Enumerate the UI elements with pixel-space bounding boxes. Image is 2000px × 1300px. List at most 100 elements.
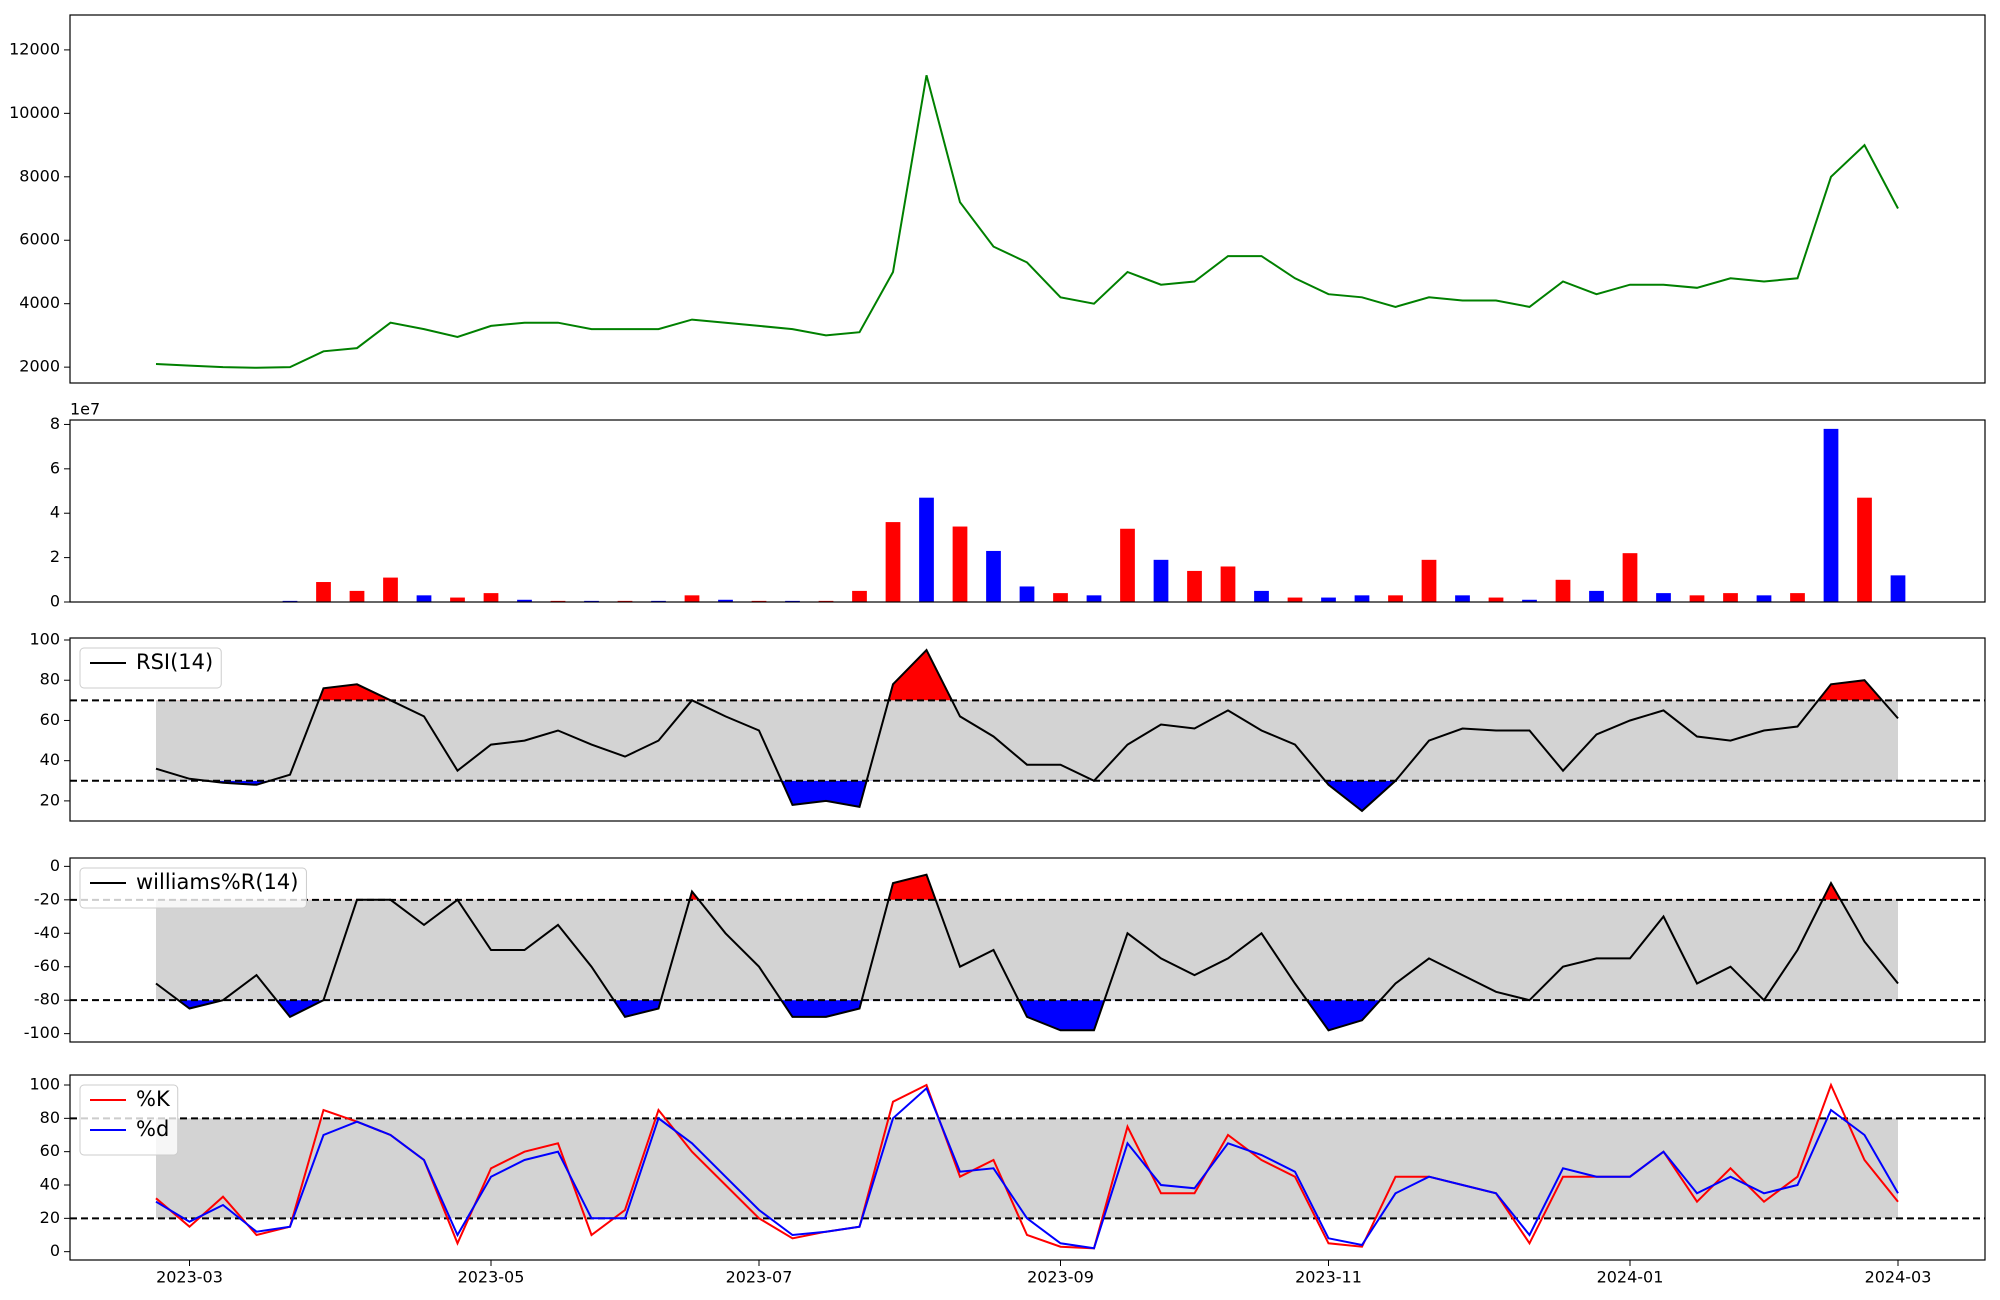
volume-bar xyxy=(383,577,398,602)
y-tick-label: 0 xyxy=(50,856,60,875)
volume-bar xyxy=(483,593,499,602)
volume-bar xyxy=(919,497,934,602)
y-tick-label: 10000 xyxy=(9,103,60,122)
volume-bar xyxy=(1823,428,1839,602)
volume-bar xyxy=(1723,593,1738,602)
y-tick-label: 60 xyxy=(40,710,60,729)
threshold-band xyxy=(156,700,1898,781)
y-tick-label: 100 xyxy=(29,630,60,649)
legend-box xyxy=(79,1084,179,1156)
legend-label: williams%R(14) xyxy=(136,870,298,894)
threshold-band xyxy=(156,899,1898,1001)
volume-bar xyxy=(517,599,532,602)
volume-bar xyxy=(1689,595,1705,602)
volume-bar xyxy=(1488,597,1504,602)
y-tick-label: 6000 xyxy=(19,230,60,249)
panel xyxy=(70,1082,1985,1250)
volume-bar xyxy=(1522,599,1537,602)
y-tick-label: 8000 xyxy=(19,166,60,185)
volume-bar xyxy=(986,550,1001,602)
volume-bar xyxy=(718,599,733,602)
legend: %K %d xyxy=(79,1084,179,1156)
volume-bar xyxy=(1555,579,1571,602)
x-tick-label: 2023-07 xyxy=(726,1268,793,1287)
axes-frame xyxy=(69,857,1986,1043)
x-tick-label: 2024-03 xyxy=(1865,1268,1932,1287)
panel xyxy=(282,428,1906,602)
volume-bar xyxy=(316,582,331,602)
y-tick-label: 20 xyxy=(40,790,60,809)
volume-bar xyxy=(1153,559,1169,602)
volume-bar xyxy=(1421,559,1437,602)
volume-bar xyxy=(684,595,700,602)
volume-bar xyxy=(1120,528,1135,602)
x-tick-label: 2023-05 xyxy=(458,1268,525,1287)
legend-box xyxy=(79,647,222,689)
volume-bar xyxy=(1187,570,1202,602)
volume-bar xyxy=(1388,595,1403,602)
y-tick-label: 2000 xyxy=(19,357,60,376)
x-tick-label: 2023-09 xyxy=(1027,1268,1094,1287)
y-tick-label: 8 xyxy=(50,414,60,433)
axes-frame xyxy=(69,1074,1986,1261)
y-tick-label: -40 xyxy=(34,923,60,942)
y-tick-label: -100 xyxy=(24,1023,60,1042)
legend-label: RSI(14) xyxy=(136,650,213,674)
y-tick-label: -20 xyxy=(34,889,60,908)
overbought-fill xyxy=(156,650,1898,701)
volume-bar xyxy=(1321,597,1336,602)
volume-bar xyxy=(1287,597,1303,602)
volume-bar xyxy=(1086,595,1102,602)
volume-bar xyxy=(1622,553,1638,602)
volume-bar xyxy=(1589,590,1604,602)
y-offset-label: 1e7 xyxy=(70,400,100,419)
y-tick-label: 0 xyxy=(50,1241,60,1260)
volume-bar xyxy=(1857,497,1872,602)
volume-bar xyxy=(349,590,365,602)
volume-bar xyxy=(1790,593,1805,602)
y-tick-label: 6 xyxy=(50,458,60,477)
indicator-line xyxy=(155,873,1899,1032)
volume-bar xyxy=(1455,595,1470,602)
price-line xyxy=(155,75,1899,369)
axes-frame xyxy=(69,637,1986,822)
volume-bar xyxy=(450,597,465,602)
y-tick-label: 60 xyxy=(40,1141,60,1160)
volume-bar xyxy=(1220,566,1236,602)
x-tick-label: 2023-11 xyxy=(1295,1268,1362,1287)
volume-bar xyxy=(1053,593,1068,602)
y-tick-label: 12000 xyxy=(9,39,60,58)
legend: williams%R(14) xyxy=(79,867,307,909)
y-tick-label: 80 xyxy=(40,670,60,689)
x-tick-label: 2023-03 xyxy=(156,1268,223,1287)
volume-bar xyxy=(952,526,968,602)
y-tick-label: 20 xyxy=(40,1208,60,1227)
y-tick-label: 40 xyxy=(40,1175,60,1194)
legend-label: %d xyxy=(136,1117,169,1141)
threshold-band xyxy=(156,1118,1898,1219)
volume-bar xyxy=(416,595,432,602)
y-tick-label: -60 xyxy=(34,956,60,975)
volume-bar xyxy=(1890,575,1906,602)
x-tick-label: 2024-01 xyxy=(1597,1268,1664,1287)
legend-label: %K xyxy=(136,1087,171,1111)
volume-bar xyxy=(1756,595,1772,602)
volume-bar xyxy=(885,522,901,602)
legend: RSI(14) xyxy=(79,647,222,689)
indicator-line xyxy=(155,1086,1899,1250)
y-tick-label: 80 xyxy=(40,1108,60,1127)
y-tick-label: 4000 xyxy=(19,293,60,312)
volume-bar xyxy=(1019,586,1035,602)
panel xyxy=(70,648,1985,813)
legend-box xyxy=(79,867,307,909)
axes-frame xyxy=(69,419,1986,603)
volume-bar xyxy=(1656,593,1671,602)
y-tick-label: 100 xyxy=(29,1075,60,1094)
indicator-line xyxy=(155,648,1899,813)
axes-frame xyxy=(69,14,1986,384)
y-tick-label: 40 xyxy=(40,750,60,769)
panel xyxy=(155,75,1899,369)
volume-bar xyxy=(1354,595,1370,602)
y-tick-label: 0 xyxy=(50,592,60,611)
